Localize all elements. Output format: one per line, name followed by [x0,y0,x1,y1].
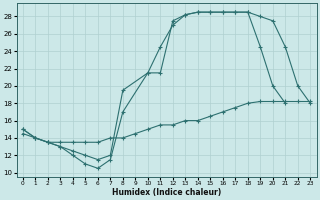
X-axis label: Humidex (Indice chaleur): Humidex (Indice chaleur) [112,188,221,197]
